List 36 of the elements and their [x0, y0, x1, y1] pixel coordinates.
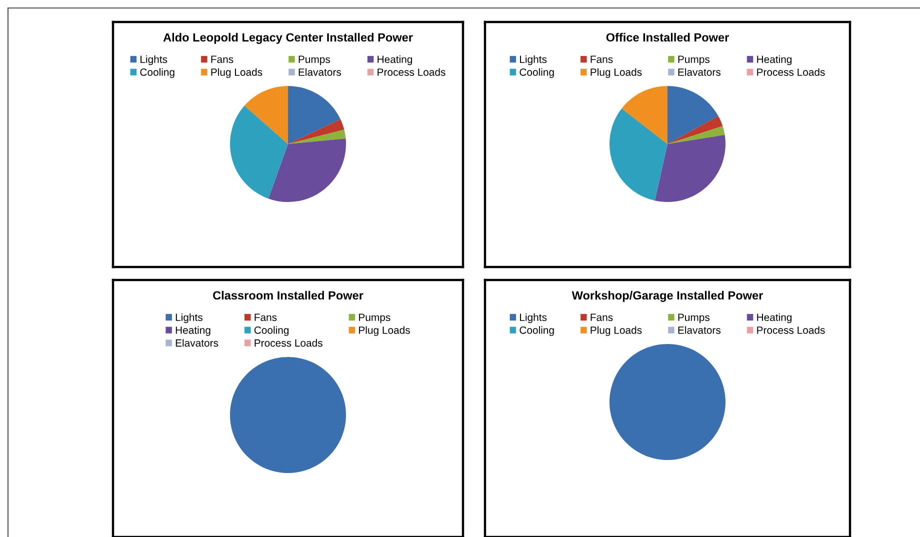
legend-label: Process Loads	[378, 68, 446, 76]
legend-label: Pumps	[298, 56, 330, 66]
legend-label: Elavators	[176, 339, 218, 347]
chart-title: Classroom Installed Power	[213, 290, 364, 300]
legend-label: Elavators	[678, 326, 721, 334]
legend-label: Cooling	[520, 68, 554, 78]
legend-label: Plug Loads	[359, 326, 410, 336]
chart-title: Office Installed Power	[606, 32, 729, 42]
legend-label: Lights	[176, 313, 202, 324]
chart-title: Workshop/Garage Installed Power	[572, 290, 764, 302]
legend-label: Cooling	[140, 68, 174, 78]
legend-label: Fans	[211, 56, 234, 64]
legend-label: Lights	[520, 55, 547, 66]
legend-label: Heating	[176, 326, 210, 336]
legend-label: Lights	[520, 313, 547, 324]
legend-label: Plug Loads	[211, 68, 262, 78]
legend-label: Cooling	[254, 326, 289, 336]
legend-label: Elavators	[678, 68, 721, 76]
legend-label: Plug Loads	[590, 68, 642, 78]
legend-label: Pumps	[359, 314, 390, 324]
legend-label: Heating	[757, 313, 792, 324]
legend-label: Fans	[254, 314, 277, 322]
legend-label: Fans	[590, 56, 613, 64]
legend-label: Process Loads	[254, 339, 322, 347]
legend-label: Elavators	[298, 68, 342, 76]
legend-label: Pumps	[678, 314, 710, 324]
chart-title: Aldo Leopold Legacy Center Installed Power	[163, 32, 413, 44]
legend-label: Lights	[140, 55, 168, 66]
legend-label: Cooling	[520, 326, 554, 336]
legend-label: Fans	[590, 314, 613, 322]
legend-label: Pumps	[678, 56, 710, 66]
legend-label: Heating	[757, 55, 792, 66]
legend-label: Plug Loads	[590, 326, 642, 336]
legend-label: Process Loads	[757, 68, 825, 76]
legend-label: Process Loads	[757, 326, 825, 334]
legend-label: Heating	[378, 55, 412, 66]
